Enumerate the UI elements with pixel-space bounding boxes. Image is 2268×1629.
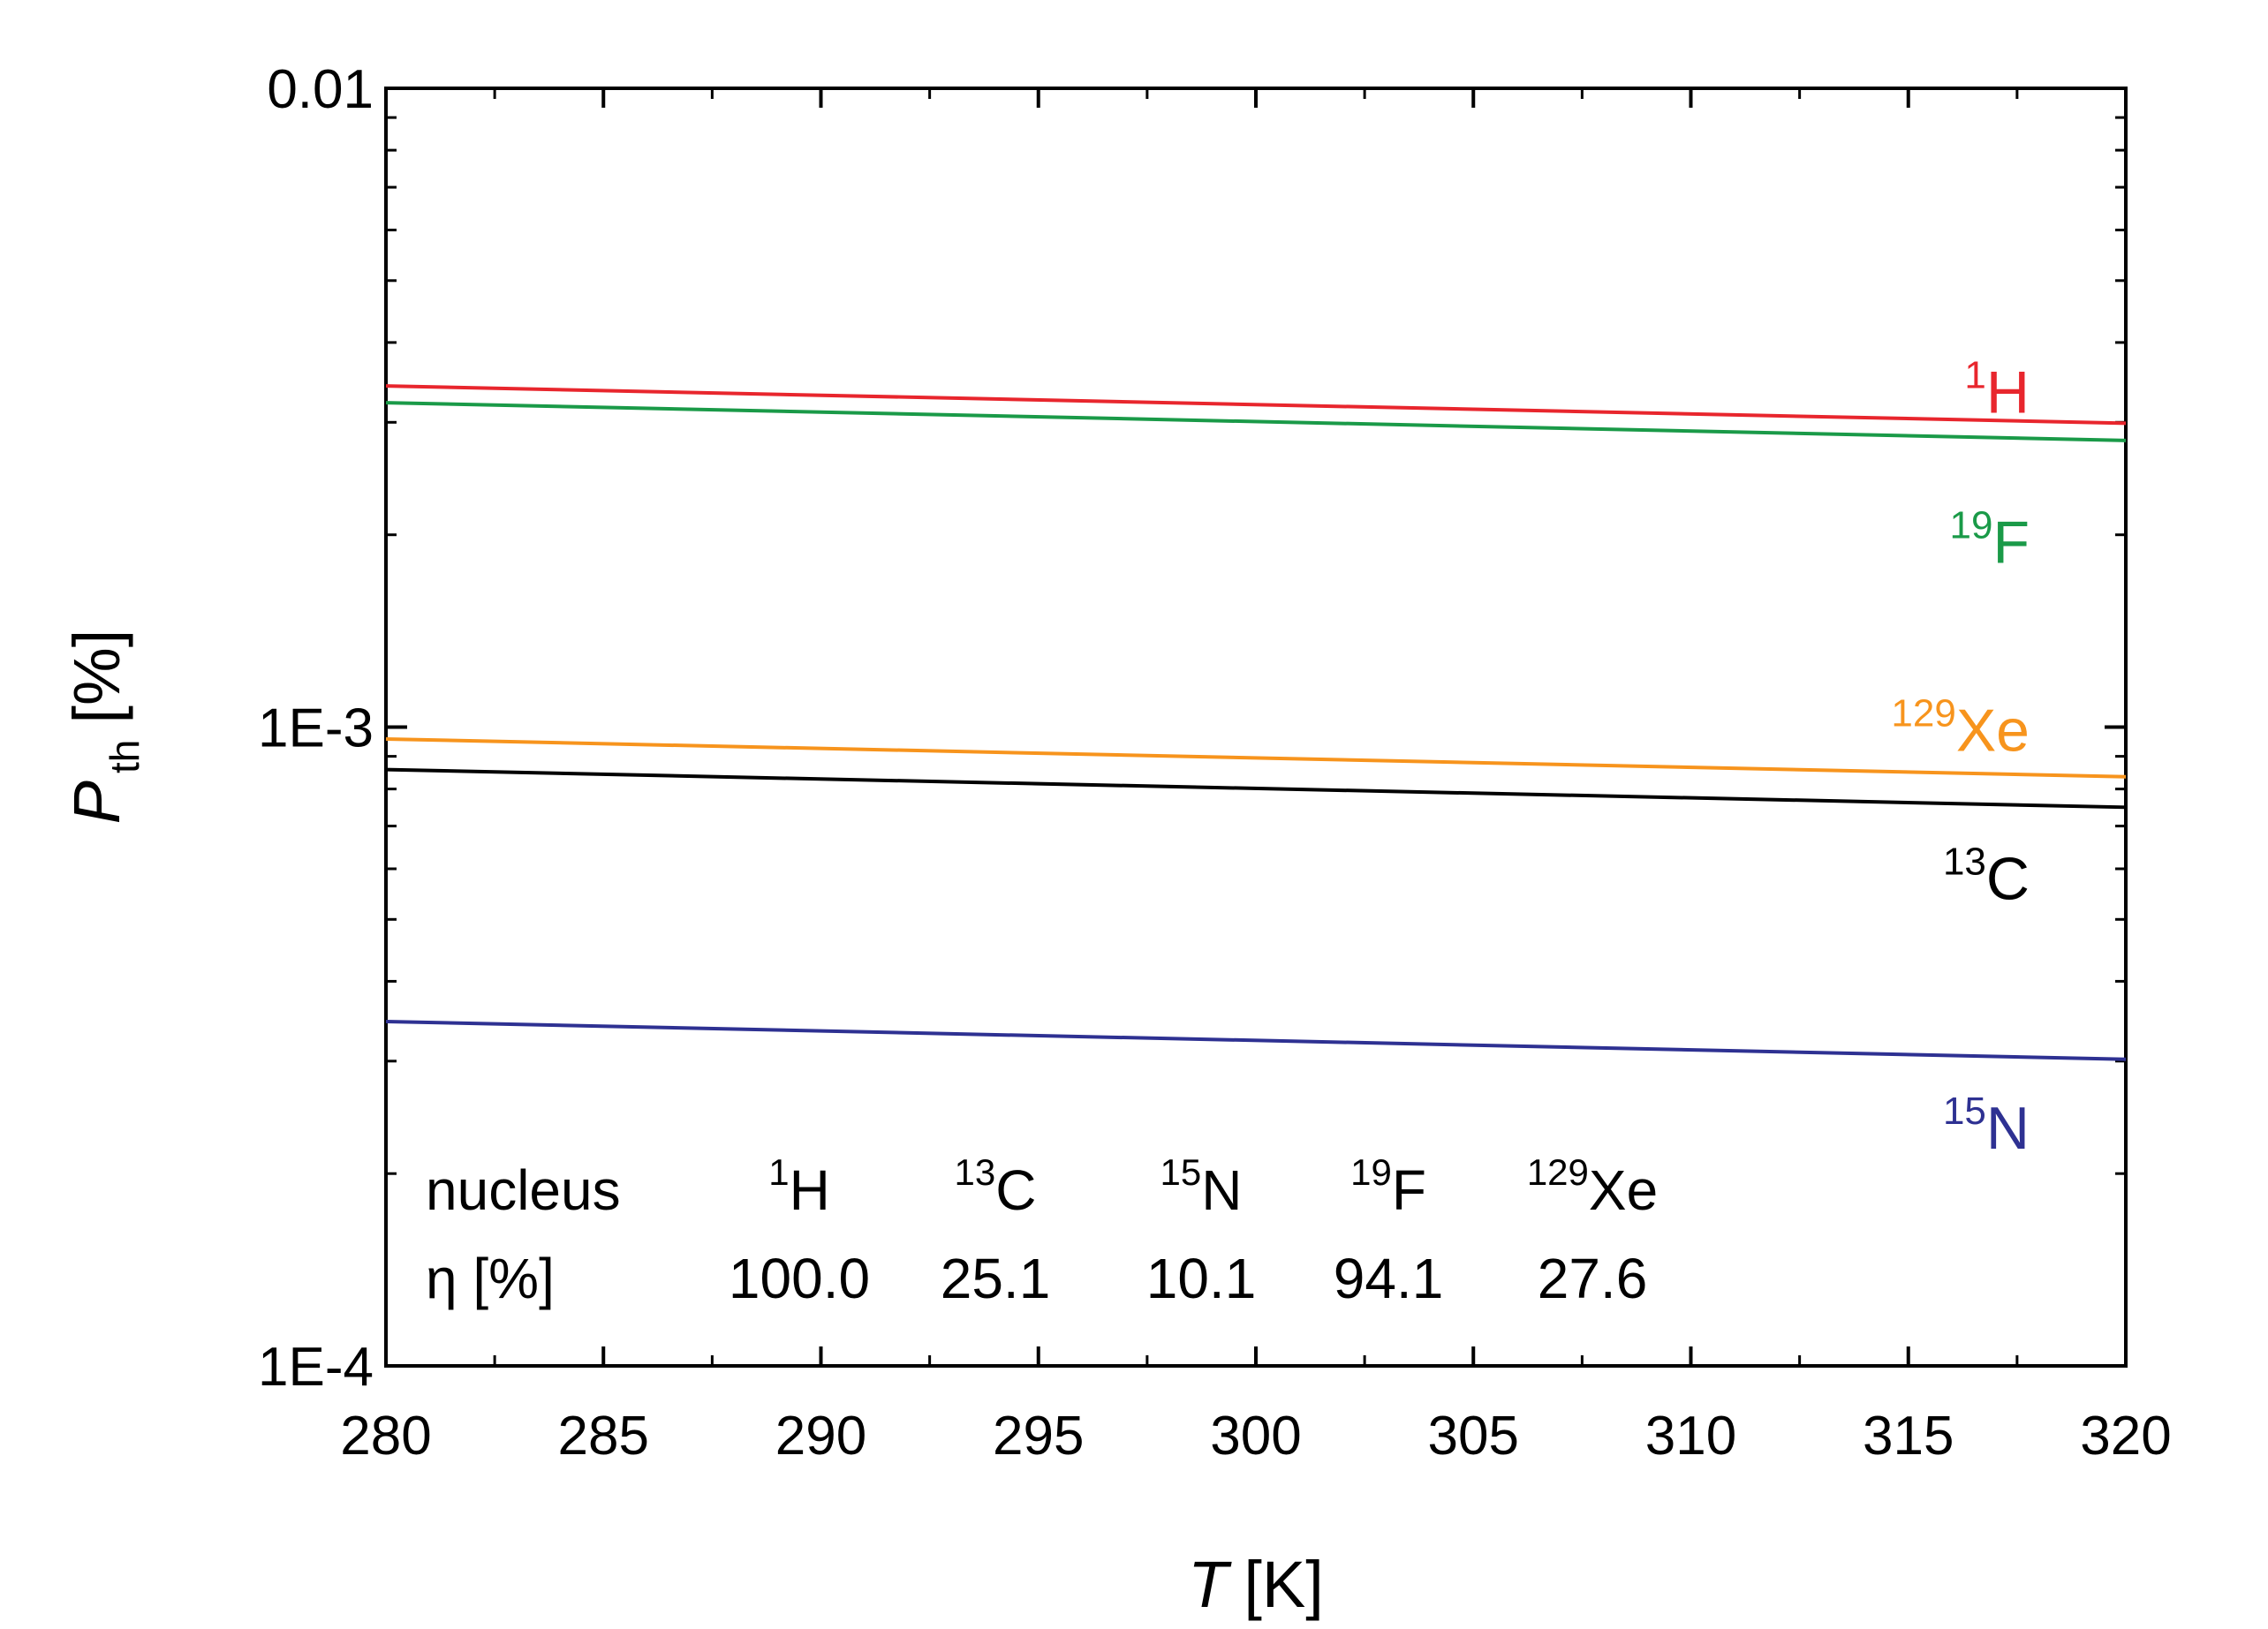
series-label-1H: 1H: [1964, 354, 2030, 426]
x-tick-label: 290: [775, 1406, 866, 1467]
table-nucleus-cell: 19F: [1350, 1151, 1426, 1222]
series-label-19F: 19F: [1950, 504, 2030, 577]
series-label-sup: 13: [1943, 841, 1986, 884]
series-line-1H: [385, 384, 2127, 426]
series-line-15N: [385, 1019, 2127, 1061]
table-row-header-eta: η [%]: [426, 1247, 555, 1310]
table-eta-cell: 94.1: [1334, 1247, 1444, 1310]
annotation-table: nucleus η [%] 1H 100.0 13C 25.1 15N 10.1 19F 94.1…: [426, 1151, 1658, 1310]
x-tick-label: 285: [558, 1406, 649, 1467]
table-eta-cell: 25.1: [941, 1247, 1051, 1310]
x-axis-title-var: T: [1188, 1548, 1232, 1621]
series-label-sup: 19: [1950, 504, 1993, 547]
table-nucleus-sup: 19: [1350, 1151, 1392, 1193]
series-line-129Xe: [385, 736, 2127, 779]
y-tick-label: 1E-3: [258, 698, 374, 759]
table-row-header-nucleus: nucleus: [426, 1158, 621, 1222]
y-axis-title-var: P: [60, 781, 133, 824]
x-tick-label: 280: [340, 1406, 431, 1467]
x-axis-title: T [K]: [1188, 1548, 1324, 1621]
series-label-element: N: [1986, 1095, 2030, 1162]
x-tick-label: 310: [1645, 1406, 1736, 1467]
x-tick-label: 320: [2080, 1406, 2171, 1467]
table-nucleus-cell: 129Xe: [1527, 1151, 1658, 1222]
table-nucleus-element: F: [1392, 1158, 1426, 1222]
y-tick-label: 0.01: [267, 59, 374, 120]
y-axis-title-sub: th: [102, 740, 147, 773]
x-tick-label: 295: [993, 1406, 1084, 1467]
x-axis-title-unit: [K]: [1244, 1548, 1323, 1621]
series-label-sup: 129: [1891, 692, 1955, 735]
minor-ticks: [386, 88, 2126, 1366]
table-nucleus-cell: 1H: [768, 1151, 830, 1222]
series-label-element: H: [1986, 359, 2030, 426]
series-label-15N: 15N: [1943, 1090, 2030, 1162]
x-tick-label: 300: [1210, 1406, 1301, 1467]
series-line-13C: [385, 767, 2127, 810]
series-label-element: Xe: [1956, 698, 2030, 765]
x-tick-label: 315: [1863, 1406, 1954, 1467]
series-line-19F: [385, 401, 2127, 442]
plot-frame: [384, 87, 2128, 1368]
table-nucleus-element: H: [790, 1158, 830, 1222]
x-tick-label: 305: [1428, 1406, 1519, 1467]
table-eta-cell: 10.1: [1146, 1247, 1257, 1310]
series-label-129Xe: 129Xe: [1891, 692, 2030, 765]
series-label-element: F: [1992, 509, 2030, 577]
table-nucleus-element: N: [1201, 1158, 1242, 1222]
series-label-sup: 15: [1943, 1090, 1986, 1133]
table-eta-cell: 100.0: [729, 1247, 870, 1310]
y-tick-label: 1E-4: [258, 1337, 374, 1398]
x-axis-ticks: 280 285 290 295 300 305 310 315 320: [340, 88, 2172, 1467]
series-label-element: C: [1986, 846, 2030, 913]
table-nucleus-cell: 13C: [955, 1151, 1037, 1222]
table-nucleus-element: Xe: [1589, 1158, 1658, 1222]
table-nucleus-sup: 129: [1527, 1151, 1589, 1193]
table-nucleus-sup: 13: [955, 1151, 996, 1193]
table-nucleus-element: C: [995, 1158, 1036, 1222]
y-axis-title: Pth [%]: [60, 630, 147, 825]
table-nucleus-sup: 15: [1160, 1151, 1202, 1193]
table-nucleus-sup: 1: [768, 1151, 789, 1193]
table-nucleus-cell: 15N: [1160, 1151, 1243, 1222]
series-label-13C: 13C: [1943, 841, 2030, 913]
table-eta-cell: 27.6: [1538, 1247, 1648, 1310]
series-lines: [385, 384, 2127, 1061]
series-label-sup: 1: [1964, 354, 1985, 397]
y-axis-ticks: 1E-4 1E-3 0.01: [258, 59, 2126, 1398]
y-axis-title-unit: [%]: [60, 630, 133, 724]
series-labels: 1H 19F 129Xe 13C 15N: [1891, 354, 2030, 1163]
